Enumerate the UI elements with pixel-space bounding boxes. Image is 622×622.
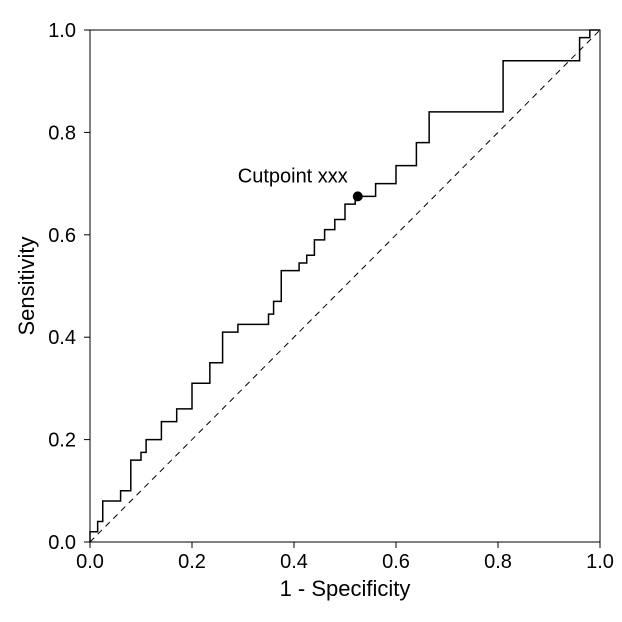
x-tick-label: 0.6 — [382, 551, 410, 573]
x-tick-label: 0.8 — [484, 551, 512, 573]
x-tick-label: 1.0 — [586, 551, 614, 573]
y-tick-label: 1.0 — [48, 20, 76, 42]
x-axis-label: 1 - Specificity — [280, 576, 411, 601]
y-tick-label: 0.6 — [48, 225, 76, 247]
x-tick-label: 0.0 — [76, 551, 104, 573]
y-tick-label: 0.2 — [48, 430, 76, 452]
x-tick-label: 0.2 — [178, 551, 206, 573]
y-tick-label: 0.4 — [48, 327, 76, 349]
roc-chart: Cutpoint xxx 0.0 0.2 0.4 0.6 0.8 1.0 0.0 0.2 0.4 0… — [0, 0, 622, 622]
cutpoint-marker — [353, 191, 363, 201]
cutpoint-label: Cutpoint xxx — [238, 165, 348, 187]
x-tick-label: 0.4 — [280, 551, 308, 573]
y-tick-label: 0.0 — [48, 532, 76, 554]
y-tick-label: 0.8 — [48, 122, 76, 144]
y-axis-label: Sensitivity — [14, 236, 39, 335]
roc-svg: Cutpoint xxx 0.0 0.2 0.4 0.6 0.8 1.0 0.0 0.2 0.4 0… — [0, 0, 622, 622]
